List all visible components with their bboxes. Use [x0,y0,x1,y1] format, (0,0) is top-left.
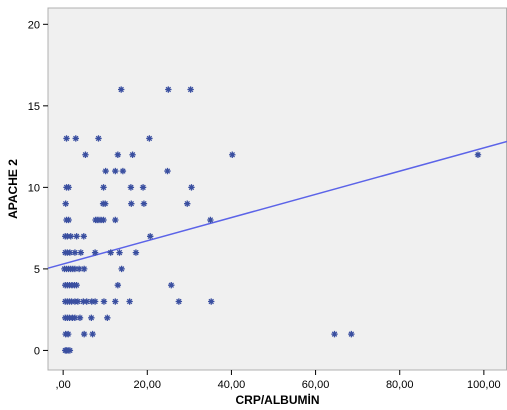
x-axis-title: CRP/ALBUMİN [236,392,320,407]
data-point [229,151,236,158]
data-point [114,282,122,289]
data-point [65,184,72,191]
data-point [88,314,95,322]
data-point [112,216,119,224]
data-point [139,184,147,191]
data-point [184,200,191,207]
data-point [168,282,175,289]
data-point [118,86,125,93]
data-point [71,314,79,322]
data-points [61,86,482,354]
data-point [83,298,90,305]
y-axis-ticks: 0 5 10 15 20 [28,19,48,357]
data-point [126,298,133,305]
data-point [74,298,82,305]
data-point [80,330,88,338]
data-point [65,216,72,224]
data-point [80,298,87,305]
data-point [82,151,89,158]
data-point [64,233,71,240]
data-point [100,184,107,191]
data-point [67,233,74,240]
data-point [112,167,119,175]
data-point [104,314,111,322]
plot-area [47,7,507,371]
data-point [77,249,85,256]
data-point [140,200,148,207]
data-point [66,249,74,256]
data-point [102,167,109,175]
data-point [146,135,153,142]
data-point [474,151,482,158]
data-point [80,233,87,240]
data-point [116,249,123,256]
x-tick-label: 80,00 [386,379,414,391]
data-point [71,265,79,273]
y-axis-title: APACHE 2 [6,159,20,219]
data-point [72,135,79,142]
data-point [208,298,215,305]
data-point [112,298,119,305]
data-point [73,233,80,240]
y-tick-label: 5 [34,264,40,276]
data-point [119,167,127,175]
data-point [187,86,194,93]
data-point [100,216,107,224]
data-point [62,200,69,207]
data-point [175,298,183,305]
data-point [95,135,102,142]
data-point [73,282,80,289]
data-point [102,200,109,207]
y-tick-label: 20 [28,19,40,31]
data-point [188,184,195,191]
data-point [107,249,114,256]
x-tick-label: 40,00 [218,379,246,391]
fit-line [47,140,507,269]
data-point [68,298,75,305]
data-point [165,86,172,93]
data-point [132,249,140,256]
data-point [348,330,355,338]
data-point [91,249,99,256]
x-axis-ticks: ,00 20,00 40,00 60,00 80,00 100,00 [55,370,501,391]
data-point [100,298,108,305]
data-point [129,151,136,158]
data-point [147,233,154,240]
data-point [207,216,214,224]
data-point [66,347,74,354]
data-point [118,265,125,273]
x-tick-label: 100,00 [467,379,501,391]
x-tick-label: ,00 [55,379,70,391]
data-point [88,298,95,305]
data-point [164,167,171,175]
y-tick-label: 15 [28,101,40,113]
data-point [76,314,84,322]
data-point [114,151,122,158]
x-tick-label: 20,00 [134,379,162,391]
data-point [71,249,79,256]
data-point [127,184,135,191]
data-point [63,135,70,142]
data-point [331,330,338,338]
data-point [80,265,88,273]
data-point [128,200,135,207]
data-point [91,298,99,305]
data-point [75,265,83,273]
x-tick-label: 60,00 [302,379,330,391]
data-point [64,330,72,338]
y-tick-label: 10 [28,182,40,194]
data-point [89,330,96,338]
y-tick-label: 0 [34,345,40,357]
